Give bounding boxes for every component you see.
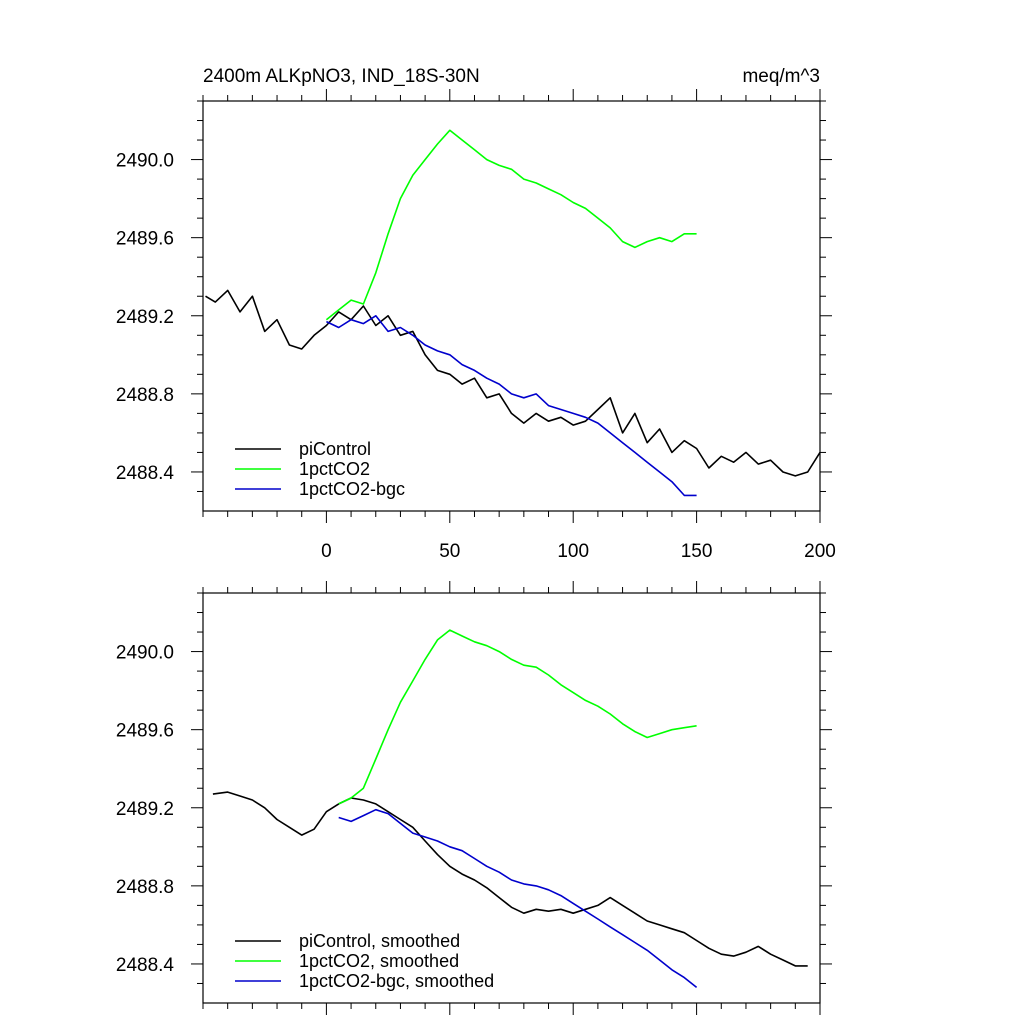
y-tick-label: 2488.4	[116, 463, 175, 484]
y-tick-label: 2489.6	[116, 229, 174, 250]
y-tick-label: 2488.4	[116, 955, 175, 976]
x-tick-label: 150	[681, 541, 713, 562]
y-tick-label: 2490.0	[116, 151, 174, 172]
series-line-1pctco2	[325, 129, 697, 321]
series-line-picontrol	[205, 289, 821, 477]
x-tick-label: 50	[439, 541, 460, 562]
series-line-1pctco2-bgc-smoothed	[338, 808, 698, 989]
legend-label: piControl	[299, 439, 371, 459]
plot-frame	[202, 100, 821, 512]
legend-label: 1pctCO2, smoothed	[299, 951, 459, 971]
series-line-1pctco2-bgc	[326, 314, 697, 497]
y-tick-label: 2489.6	[116, 721, 174, 742]
panel-top-chart: 2400m ALKpNO3, IND_18S-30N meq/m^3 0 50 10…	[116, 66, 836, 562]
y-tick-label: 2489.2	[116, 799, 174, 820]
legend-label: 1pctCO2-bgc, smoothed	[299, 971, 494, 991]
y-tick-label: 2488.8	[116, 385, 174, 406]
units-label: meq/m^3	[742, 66, 820, 87]
legend-label: 1pctCO2-bgc	[299, 479, 405, 499]
y-tick-label: 2488.8	[116, 877, 174, 898]
chart-title: 2400m ALKpNO3, IND_18S-30N	[203, 66, 480, 87]
series-line-picontrol-smoothed	[212, 791, 808, 967]
series-line-1pctco2-smoothed	[338, 629, 697, 805]
plot-frame	[202, 592, 821, 1004]
x-tick-label: 200	[804, 541, 836, 562]
x-tick-label: 0	[321, 541, 332, 562]
y-tick-label: 2490.0	[116, 643, 174, 664]
panel-bottom-chart: 2488.4 2488.8 2489.2 2489.6 2490.0 piControl…	[116, 581, 832, 1015]
legend-label: 1pctCO2	[299, 459, 370, 479]
y-tick-label: 2489.2	[116, 307, 174, 328]
x-tick-label: 100	[557, 541, 589, 562]
legend-label: piControl, smoothed	[299, 931, 460, 951]
